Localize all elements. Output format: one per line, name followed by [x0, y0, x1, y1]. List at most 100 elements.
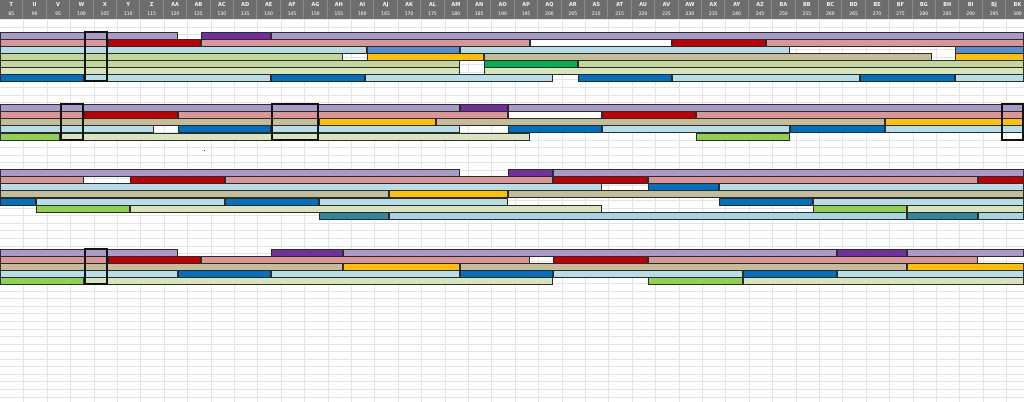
column-number-ap: 195: [515, 10, 539, 19]
column-letter-af[interactable]: AF: [281, 0, 305, 10]
column-gridline: [748, 19, 750, 402]
teal-bar[interactable]: [319, 212, 389, 220]
column-letter-bh[interactable]: BH: [936, 0, 960, 10]
column-letter-ax[interactable]: AX: [702, 0, 726, 10]
column-letter-bj[interactable]: BJ: [983, 0, 1007, 10]
column-letter-z[interactable]: Z: [140, 0, 164, 10]
column-letter-ae[interactable]: AE: [257, 0, 281, 10]
column-letter-au[interactable]: AU: [632, 0, 656, 10]
column-number-ax: 235: [702, 10, 726, 19]
row-gridline: [0, 154, 1024, 156]
gold-bar[interactable]: [389, 190, 508, 198]
column-letter-u[interactable]: U: [23, 0, 47, 10]
column-number-bj: 295: [983, 10, 1007, 19]
light-blue-bar[interactable]: [602, 125, 790, 133]
column-number-ao: 190: [491, 10, 515, 19]
column-letter-t[interactable]: T: [0, 0, 24, 10]
column-letter-ad[interactable]: AD: [234, 0, 258, 10]
highlight-frame: [60, 103, 84, 141]
row-gridline: [0, 388, 1024, 390]
column-letter-bd[interactable]: BD: [842, 0, 866, 10]
column-letter-av[interactable]: AV: [655, 0, 679, 10]
highlight-frame: [84, 31, 108, 82]
column-gridline: [702, 19, 703, 402]
column-letter-ak[interactable]: AK: [398, 0, 422, 10]
lime-bar[interactable]: [0, 277, 84, 285]
column-letter-aa[interactable]: AA: [164, 0, 188, 10]
khaki-bar[interactable]: [508, 190, 1024, 198]
column-letter-al[interactable]: AL: [421, 0, 445, 10]
column-letter-am[interactable]: AM: [445, 0, 468, 10]
khaki-bar[interactable]: [0, 190, 389, 198]
column-letter-ao[interactable]: AO: [491, 0, 515, 10]
sky-blue-bar[interactable]: [389, 212, 907, 220]
light-blue-bar[interactable]: [365, 74, 553, 82]
blue-bar[interactable]: [719, 198, 813, 206]
blue-bar[interactable]: [578, 74, 672, 82]
column-letter-ar[interactable]: AR: [562, 0, 585, 10]
row-gridline: [0, 94, 1024, 96]
column-letter-ap[interactable]: AP: [515, 0, 539, 10]
row-gridline: [0, 102, 1024, 103]
column-letter-v[interactable]: V: [47, 0, 71, 10]
column-letter-ah[interactable]: AH: [328, 0, 351, 10]
column-letter-ac[interactable]: AC: [211, 0, 234, 10]
lime-bar[interactable]: [648, 277, 743, 285]
column-number-ak: 170: [398, 10, 422, 19]
column-letter-x[interactable]: X: [94, 0, 117, 10]
row-gridline: [0, 162, 1024, 164]
column-letter-aj[interactable]: AJ: [374, 0, 398, 10]
row-gridline: [0, 381, 1024, 383]
column-letter-az[interactable]: AZ: [749, 0, 773, 10]
light-blue-bar[interactable]: [672, 74, 860, 82]
column-letter-an[interactable]: AN: [468, 0, 492, 10]
blue-bar[interactable]: [508, 125, 602, 133]
blue-bar[interactable]: [271, 74, 365, 82]
light-blue-bar[interactable]: [955, 74, 1024, 82]
light-sage-bar[interactable]: [743, 277, 1024, 285]
blue-bar[interactable]: [178, 125, 271, 133]
column-letter-bk[interactable]: BK: [1006, 0, 1024, 10]
column-number-au: 220: [632, 10, 656, 19]
lime-bar[interactable]: [36, 205, 130, 213]
column-letter-bb[interactable]: BB: [796, 0, 819, 10]
light-sage-bar[interactable]: [84, 277, 553, 285]
column-gridline: [608, 19, 610, 402]
column-letter-aq[interactable]: AQ: [538, 0, 562, 10]
column-letter-bi[interactable]: BI: [959, 0, 983, 10]
blue-bar[interactable]: [860, 74, 955, 82]
column-number-ai: 160: [351, 10, 375, 19]
column-letter-bc[interactable]: BC: [819, 0, 843, 10]
blue-bar[interactable]: [0, 198, 36, 206]
column-letter-at[interactable]: AT: [608, 0, 632, 10]
light-blue-bar[interactable]: [0, 125, 154, 133]
column-number-aa: 120: [164, 10, 188, 19]
column-letter-be[interactable]: BE: [866, 0, 890, 10]
sky-blue-bar[interactable]: [978, 212, 1024, 220]
lime-bar[interactable]: [696, 133, 790, 141]
column-letter-bg[interactable]: BG: [913, 0, 936, 10]
column-letter-ag[interactable]: AG: [304, 0, 328, 10]
column-letter-ba[interactable]: BA: [772, 0, 796, 10]
column-letter-y[interactable]: Y: [117, 0, 141, 10]
column-letter-ab[interactable]: AB: [187, 0, 211, 10]
blue-bar[interactable]: [0, 74, 84, 82]
column-letter-aw[interactable]: AW: [679, 0, 702, 10]
column-number-ay: 240: [725, 10, 749, 19]
row-gridline: [0, 245, 1024, 247]
column-letter-ay[interactable]: AY: [725, 0, 749, 10]
column-number-bf: 275: [889, 10, 913, 19]
column-letter-ai[interactable]: AI: [351, 0, 375, 10]
teal-bar[interactable]: [907, 212, 978, 220]
column-number-u: 90: [23, 10, 47, 19]
blue-bar[interactable]: [790, 125, 885, 133]
row-gridline: [0, 26, 1024, 28]
row-gridline: [0, 87, 1024, 88]
column-number-bd: 265: [842, 10, 866, 19]
column-letter-bf[interactable]: BF: [889, 0, 913, 10]
lime-bar[interactable]: [0, 133, 60, 141]
column-letter-w[interactable]: W: [70, 0, 94, 10]
light-blue-bar[interactable]: [84, 74, 271, 82]
cell-grid: [0, 19, 1024, 402]
column-letter-as[interactable]: AS: [585, 0, 609, 10]
